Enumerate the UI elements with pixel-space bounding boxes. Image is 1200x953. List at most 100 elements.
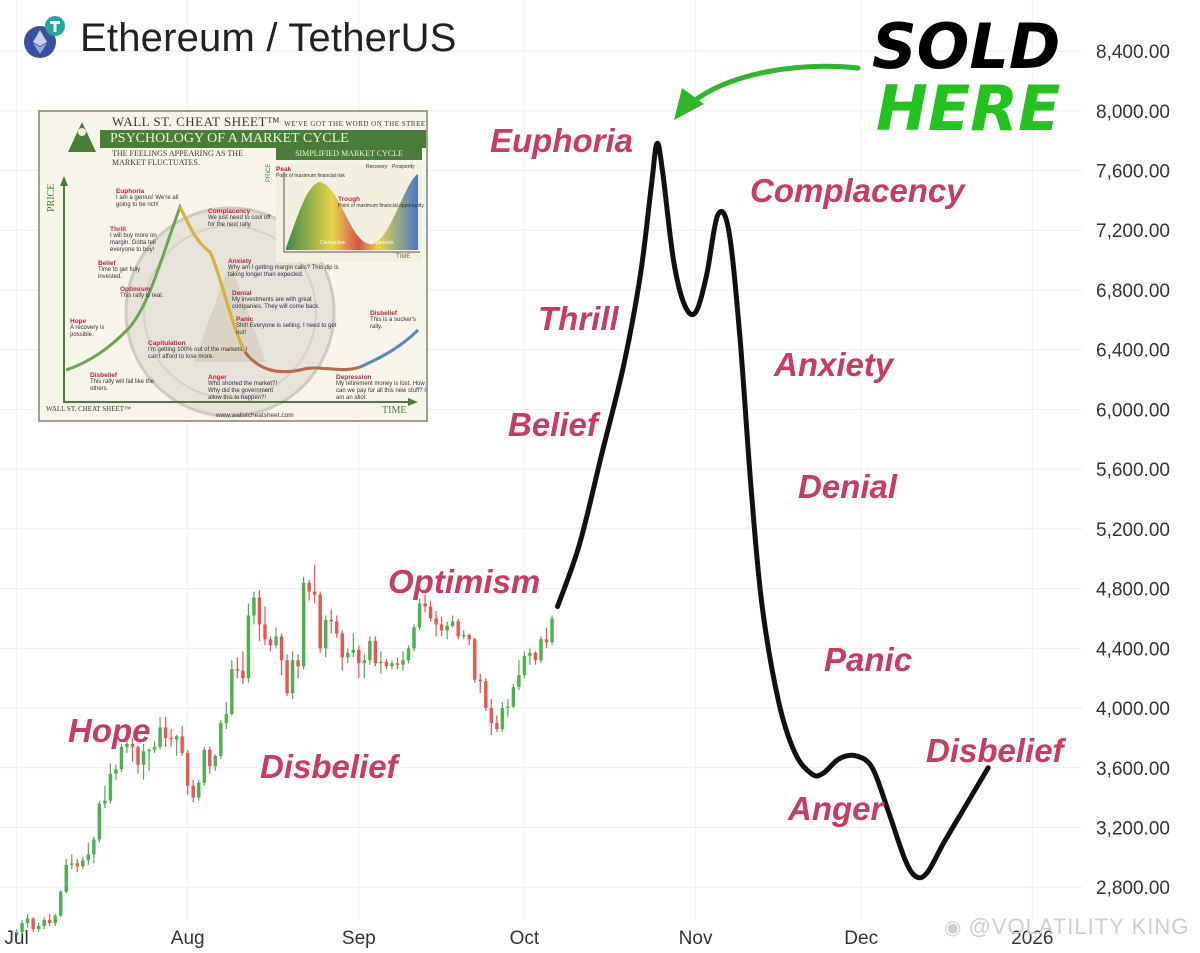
candle [257, 590, 262, 641]
mini-cycle-curve [286, 174, 418, 250]
candle-body [346, 652, 350, 658]
candle [75, 858, 79, 873]
candle-body [119, 746, 124, 770]
candle-body [478, 679, 482, 682]
candle-body [114, 769, 118, 774]
candle [125, 728, 129, 753]
candle [42, 917, 46, 930]
candle [64, 858, 68, 894]
candle-body [36, 926, 41, 930]
candle [423, 594, 427, 613]
candle [36, 923, 41, 932]
candle [500, 702, 505, 732]
candle-body [97, 803, 102, 840]
candle [495, 715, 499, 732]
candle [406, 645, 411, 664]
candle [528, 648, 532, 665]
candle [296, 654, 300, 679]
candle-body [108, 773, 113, 801]
infographic-subtitle: THE FEELINGS APPEARING AS THE MARKET FLU… [112, 149, 243, 167]
candle [522, 651, 527, 679]
candle [263, 606, 267, 646]
candle-body [147, 749, 151, 752]
candle [285, 654, 289, 697]
phase-anger: Anger [788, 790, 884, 827]
candle [434, 610, 438, 637]
candle-body [202, 749, 206, 783]
candle-body [517, 675, 521, 688]
candle [202, 746, 206, 786]
infographic-tagline: WE'VE GOT THE WORD ON THE STREET [284, 120, 428, 128]
y-tick-label: 4,000.00 [1096, 699, 1170, 720]
stage-depression: Depression My retirement money is lost. H… [336, 374, 426, 401]
candle-body [489, 708, 494, 723]
candle [25, 914, 30, 928]
phase-complacency: Complacency [750, 172, 965, 209]
candle [384, 658, 389, 670]
candle [47, 914, 52, 927]
candle-body [373, 640, 378, 664]
candle [478, 673, 482, 694]
candle [136, 745, 140, 774]
candle-body [318, 594, 322, 649]
mini-prosperity: Prosperity [392, 164, 415, 170]
candle-body [340, 633, 344, 658]
candle [235, 657, 240, 679]
mini-contraction: Contraction [320, 240, 346, 246]
stage-capitulation: Capitulation I'm getting 100% out of the … [148, 340, 248, 360]
candle-body [268, 639, 273, 646]
candle-body [14, 932, 19, 935]
stage-panic: Panic Shit! Everyone is selling. I need t… [236, 316, 337, 336]
here-label: HERE [876, 72, 1061, 145]
candle-body [174, 736, 179, 740]
candle [191, 779, 195, 803]
infographic-art [60, 122, 422, 418]
candle [533, 651, 538, 665]
candle [506, 699, 510, 717]
candle [362, 654, 367, 679]
candle [14, 929, 19, 941]
stage-complacency: Complacency We just need to cool off for … [208, 208, 271, 228]
phase-disbelief-late: Disbelief [926, 732, 1064, 769]
chart-header: Ethereum / TetherUS [18, 14, 457, 62]
candle-body [290, 660, 295, 694]
candle [81, 857, 85, 870]
y-tick-label: 5,600.00 [1096, 460, 1170, 481]
candle-body [484, 681, 488, 709]
candle [473, 637, 477, 683]
y-tick-label: 8,000.00 [1096, 102, 1170, 123]
y-axis-ticks: 2,800.00 3,200.00 3,600.00 4,000.00 4,400.00… [1096, 42, 1170, 899]
candle [517, 660, 521, 691]
projection-line [555, 140, 991, 881]
candle-body [384, 661, 389, 667]
candle-body [279, 636, 284, 661]
candle-body [169, 737, 173, 740]
mini-time-axis: TIME [396, 254, 411, 260]
candle-body [473, 639, 477, 680]
candle [390, 660, 394, 670]
weibo-like-icon: ◉ [944, 917, 963, 939]
candle-body [368, 640, 372, 661]
phase-belief: Belief [508, 406, 598, 443]
candle-body [312, 591, 317, 595]
candle-body [213, 755, 218, 767]
stage-anxiety: Anxiety Why am I getting margin calls? Th… [228, 258, 339, 278]
candle [169, 728, 173, 747]
candle [141, 743, 146, 780]
candle-body [495, 722, 499, 729]
candle-body [86, 854, 91, 861]
stage-anger: Anger Who shorted the market?! Why did th… [208, 374, 278, 401]
infographic-footer-url: www.wallstcheatsheet.com [216, 412, 294, 419]
candle-body [141, 751, 146, 765]
stage-belief: Belief Time to get fully invested. [98, 260, 141, 280]
phase-thrill: Thrill [538, 300, 619, 337]
candle [462, 630, 466, 640]
candle [401, 651, 405, 671]
candle [86, 842, 91, 865]
stage-denial: Denial My investments are with great comp… [232, 290, 320, 310]
candle-body [467, 634, 471, 640]
candle-body [412, 627, 416, 649]
candle-body [450, 621, 455, 626]
candle-body [329, 619, 333, 622]
candle-body [357, 649, 361, 664]
